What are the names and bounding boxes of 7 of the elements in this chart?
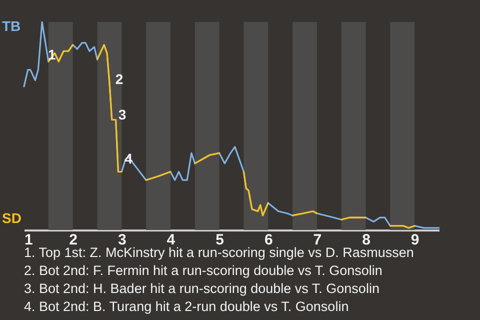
series-label: TB bbox=[2, 18, 21, 34]
text: 3. Bot 2nd: H. Bader hit a run-scoring double vs T. Gonsolin bbox=[24, 280, 380, 298]
annotation: 3 bbox=[118, 106, 126, 123]
annotation: 2 bbox=[115, 71, 124, 88]
text: SD bbox=[2, 210, 22, 226]
text: 2. Bot 2nd: F. Fermin hit a run-scoring double vs T. Gonsolin bbox=[24, 262, 384, 280]
text: 4. Bot 2nd: B. Turang hit a 2-run double vs T. Gonsolin bbox=[24, 298, 350, 316]
